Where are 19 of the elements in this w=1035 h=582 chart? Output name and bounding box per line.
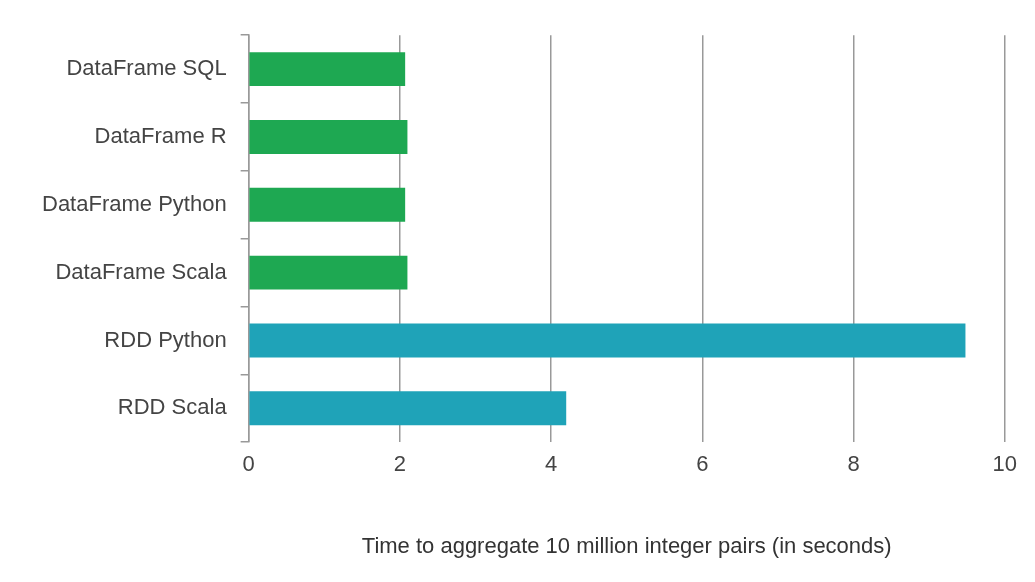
bar xyxy=(249,52,406,87)
x-tick-label: 4 xyxy=(544,451,558,477)
bar xyxy=(249,187,406,222)
x-tick-label: 10 xyxy=(992,451,1018,477)
y-tick-label: DataFrame R xyxy=(94,123,227,149)
bar xyxy=(249,323,966,358)
y-tick-label: RDD Python xyxy=(104,326,227,352)
x-tick-label: 8 xyxy=(847,451,860,477)
x-tick-label: 0 xyxy=(242,451,255,477)
x-tick-label: 6 xyxy=(696,451,709,477)
bar xyxy=(249,119,408,154)
x-axis-title: Time to aggregate 10 million integer pairs (in seconds) xyxy=(361,532,892,558)
bar xyxy=(249,255,408,290)
bar xyxy=(249,391,567,426)
y-tick-label: DataFrame Python xyxy=(42,190,227,216)
y-tick-label: DataFrame SQL xyxy=(66,55,227,81)
y-tick-label: DataFrame Scala xyxy=(55,258,228,284)
x-tick-label: 2 xyxy=(393,451,406,477)
y-tick-label: RDD Scala xyxy=(117,394,228,420)
